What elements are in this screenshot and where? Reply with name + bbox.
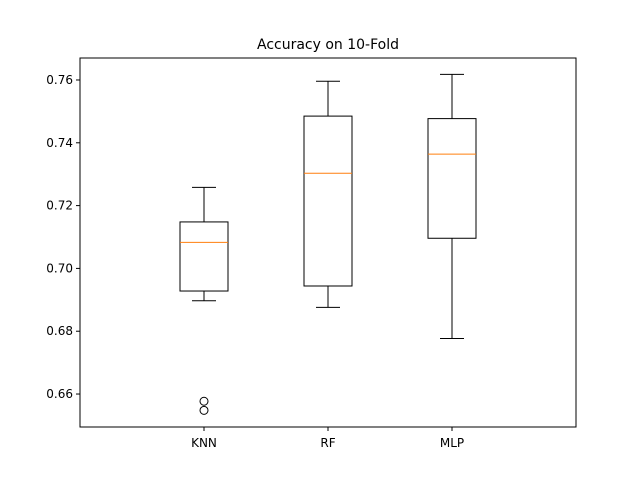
axes-frame: [79, 57, 577, 428]
y-tick-label: 0.76: [46, 73, 73, 87]
outlier-point-knn: [199, 396, 209, 406]
y-tick-label: 0.72: [46, 199, 73, 213]
plot-area: 0.66 0.68 0.70 0.72 0.74 0.76 KNN RF MLP: [46, 73, 477, 450]
x-tick-label-knn: KNN: [191, 436, 217, 450]
outlier-point-knn: [199, 405, 209, 415]
x-tick-label-mlp: MLP: [440, 436, 464, 450]
box-rf: [303, 115, 353, 287]
y-tick-label: 0.66: [46, 387, 73, 401]
y-tick-label: 0.74: [46, 136, 73, 150]
chart-title: Accuracy on 10-Fold: [257, 37, 399, 53]
y-tick-label: 0.68: [46, 324, 73, 338]
y-tick-label: 0.70: [46, 261, 73, 275]
box-knn: [179, 221, 229, 292]
box-mlp: [427, 118, 477, 239]
x-tick-label-rf: RF: [320, 436, 335, 450]
